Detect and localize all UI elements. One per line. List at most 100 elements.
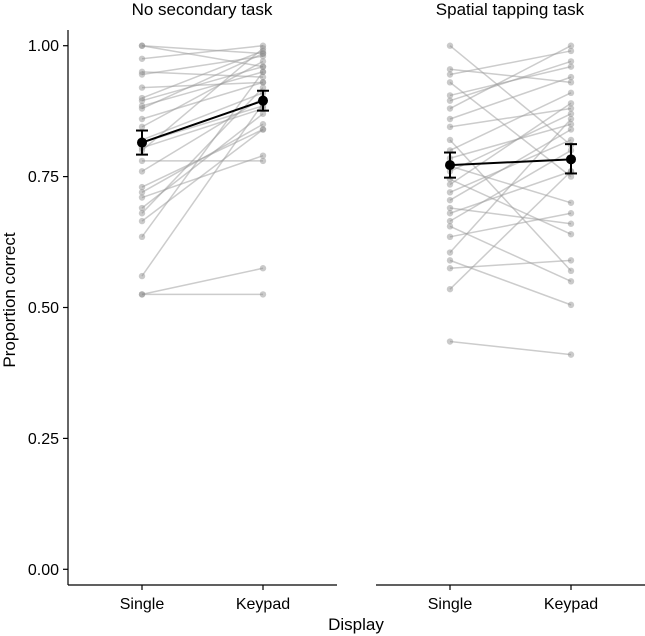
- subject-line: [449, 76, 572, 120]
- subject-line: [141, 81, 264, 89]
- subject-point-keypad: [567, 115, 575, 123]
- subject-point-keypad: [567, 210, 575, 217]
- y-tick-label: 0.50: [28, 300, 59, 317]
- subject-point-keypad: [259, 110, 267, 117]
- subject-point-keypad: [567, 110, 575, 117]
- subject-line: [449, 165, 572, 204]
- subject-point-keypad: [567, 230, 575, 238]
- subject-line: [449, 102, 572, 186]
- subject-point-single: [446, 92, 454, 99]
- subject-point-keypad: [259, 291, 267, 298]
- subject-point-keypad: [259, 42, 267, 49]
- subject-point-keypad: [567, 267, 575, 275]
- subject-point-keypad: [567, 121, 575, 128]
- subject-point-single: [446, 71, 454, 78]
- subject-point-keypad: [259, 58, 267, 65]
- subject-point-single: [446, 204, 454, 212]
- subject-point-keypad: [567, 42, 575, 49]
- subject-line: [141, 52, 264, 110]
- y-tick-label: 0.75: [28, 169, 59, 186]
- panel-no-secondary-task: No secondary task Single Keypad: [67, 0, 337, 613]
- y-tick-label: 0.25: [28, 431, 59, 448]
- subject-line: [449, 113, 572, 173]
- subject-line: [449, 118, 572, 254]
- subject-point-single: [446, 42, 454, 49]
- subject-point-keypad: [567, 126, 575, 133]
- subject-line: [141, 123, 264, 193]
- subject-point-keypad: [567, 63, 575, 70]
- subject-point-keypad: [567, 100, 575, 107]
- panel-spatial-tapping-task: Spatial tapping task Single Keypad: [376, 0, 645, 613]
- subject-line: [449, 123, 572, 160]
- subject-point-keypad: [259, 152, 267, 159]
- subject-line: [141, 154, 264, 199]
- subject-point-keypad: [567, 79, 575, 86]
- subject-line: [141, 92, 264, 141]
- subject-point-single: [138, 189, 146, 196]
- mean-line: [141, 99, 264, 144]
- y-axis-ticks: 0.00 0.25 0.50 0.75 1.00: [28, 38, 68, 579]
- subject-line: [141, 60, 264, 128]
- x-tick-label: Single: [120, 596, 165, 613]
- subject-point-keypad: [259, 73, 267, 81]
- subject-point-single: [138, 84, 146, 91]
- subject-point-single: [446, 210, 454, 217]
- subject-point-single: [138, 204, 146, 212]
- subject-point-keypad: [259, 126, 267, 133]
- subject-point-keypad: [567, 89, 575, 97]
- subject-point-single: [138, 157, 146, 165]
- subject-point-single: [138, 105, 146, 112]
- subject-line: [449, 212, 572, 238]
- panel-title: No secondary task: [132, 0, 273, 19]
- subject-point-keypad: [567, 199, 575, 206]
- subject-point-single: [138, 217, 146, 225]
- subject-point-keypad: [567, 105, 575, 112]
- subject-point-single: [138, 42, 146, 49]
- subject-point-single: [138, 291, 146, 298]
- subject-point-keypad: [567, 58, 575, 65]
- subject-point-single: [446, 196, 454, 204]
- subject-line: [449, 259, 572, 269]
- subject-point-keypad: [567, 73, 575, 81]
- mean-series: [136, 89, 269, 156]
- subject-lines: [138, 42, 267, 298]
- subject-point-single: [138, 115, 146, 123]
- subject-point-keypad: [259, 265, 267, 272]
- y-tick-label: 1.00: [28, 38, 59, 55]
- mean-point-single: [445, 160, 455, 171]
- subject-point-single: [446, 115, 454, 123]
- subject-point-single: [446, 97, 454, 104]
- subject-point-single: [138, 233, 146, 241]
- panel-title: Spatial tapping task: [436, 0, 585, 19]
- subject-point-single: [446, 79, 454, 86]
- subject-point-keypad: [259, 157, 267, 165]
- subject-line: [141, 267, 264, 296]
- subject-line: [449, 92, 572, 152]
- subject-point-single: [446, 285, 454, 293]
- subject-line: [449, 50, 572, 76]
- subject-point-single: [138, 194, 146, 201]
- subject-point-keypad: [567, 220, 575, 227]
- subject-point-keypad: [567, 173, 575, 180]
- subject-point-single: [446, 105, 454, 112]
- subject-point-single: [446, 123, 454, 131]
- mean-series: [444, 143, 577, 179]
- subject-point-keypad: [259, 63, 267, 70]
- x-tick-label: Keypad: [236, 596, 290, 613]
- subject-point-single: [446, 66, 454, 73]
- subject-line: [141, 81, 264, 120]
- subject-line: [449, 170, 572, 214]
- subject-point-single: [446, 257, 454, 264]
- subject-point-single: [446, 217, 454, 225]
- subject-point-keypad: [259, 50, 267, 57]
- subject-point-single: [446, 181, 454, 188]
- subject-line: [449, 107, 572, 128]
- mean-point-keypad: [258, 95, 268, 106]
- subject-line: [449, 139, 572, 193]
- subject-line: [449, 340, 572, 356]
- mean-point-single: [137, 137, 147, 148]
- subject-point-keypad: [567, 351, 575, 358]
- subject-line: [141, 47, 264, 151]
- subject-point-keypad: [567, 47, 575, 55]
- subject-point-single: [138, 71, 146, 78]
